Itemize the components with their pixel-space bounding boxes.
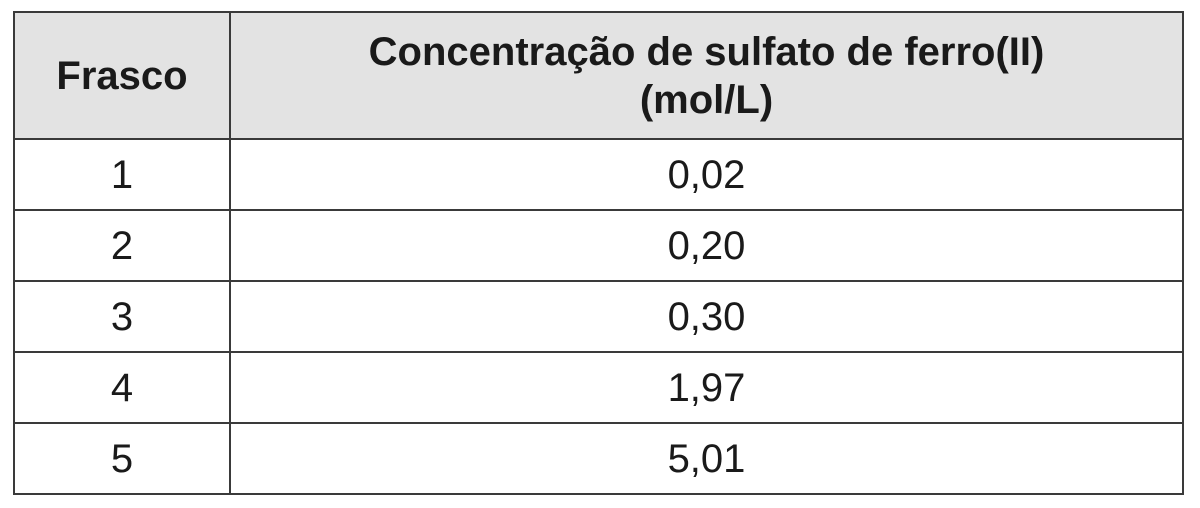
concentration-table: Frasco Concentração de sulfato de ferro(…	[13, 11, 1184, 495]
cell-frasco: 1	[13, 138, 231, 211]
header-concentration-unit: (mol/L)	[639, 77, 774, 122]
table-row: 1 0,02	[13, 138, 1184, 211]
cell-concentration: 5,01	[229, 422, 1184, 495]
header-concentration-title: Concentração de sulfato de ferro(II)	[368, 29, 1045, 74]
cell-frasco: 5	[13, 422, 231, 495]
cell-frasco: 2	[13, 209, 231, 282]
cell-concentration: 1,97	[229, 351, 1184, 424]
table-row: 3 0,30	[13, 280, 1184, 353]
table-row: 2 0,20	[13, 209, 1184, 282]
cell-frasco: 3	[13, 280, 231, 353]
table-header-row: Frasco Concentração de sulfato de ferro(…	[13, 11, 1184, 140]
cell-concentration: 0,30	[229, 280, 1184, 353]
header-concentration: Concentração de sulfato de ferro(II) (mo…	[229, 11, 1184, 140]
cell-concentration: 0,02	[229, 138, 1184, 211]
table-row: 4 1,97	[13, 351, 1184, 424]
cell-frasco: 4	[13, 351, 231, 424]
cell-concentration: 0,20	[229, 209, 1184, 282]
header-frasco: Frasco	[13, 11, 231, 140]
table-row: 5 5,01	[13, 422, 1184, 495]
